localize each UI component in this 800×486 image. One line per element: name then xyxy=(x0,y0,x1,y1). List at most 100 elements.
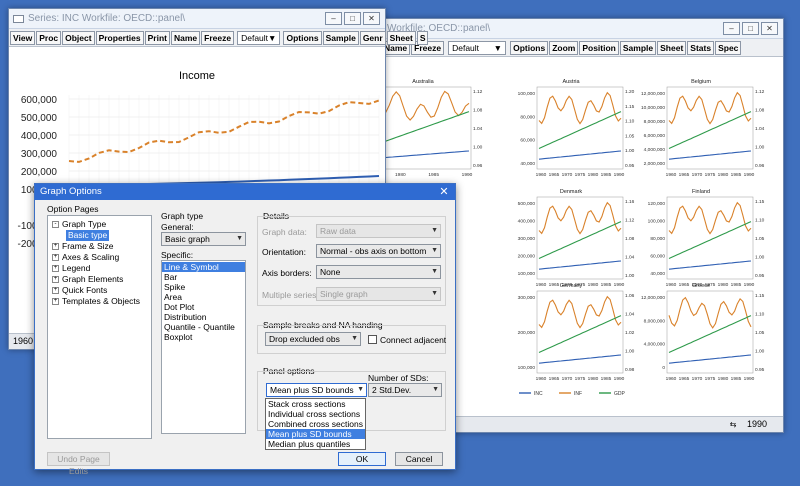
sample-breaks-select[interactable]: Drop excluded obs ▼ xyxy=(265,332,361,346)
specific-item[interactable]: Bar xyxy=(164,272,178,282)
x-tick-label: 1990 xyxy=(744,282,755,288)
multiple-series-select[interactable]: Single graph ▼ xyxy=(316,287,441,301)
panel-frame xyxy=(536,86,624,170)
close-button[interactable]: ✕ xyxy=(363,12,380,25)
toolbar-sheet-button[interactable]: Sheet xyxy=(386,30,416,45)
specific-item[interactable]: Spike xyxy=(164,282,186,292)
ok-button[interactable]: OK xyxy=(338,452,386,466)
freeze-style-select[interactable]: Default ▼ xyxy=(448,40,507,55)
toolbar-properties-button[interactable]: Properties xyxy=(95,30,144,45)
workfile-titlebar[interactable]: Workfile: OECD::panel\ – □ ✕ xyxy=(369,19,783,39)
right-tick-label: 1.16 xyxy=(625,199,635,205)
graph-data-select[interactable]: Raw data ▼ xyxy=(316,224,441,238)
tree-node-templates-objects[interactable]: + Templates & Objects xyxy=(52,296,151,307)
specific-item[interactable]: Quantile - Quantile xyxy=(164,322,235,332)
toolbar-spec-button[interactable]: Spec xyxy=(715,40,742,55)
orientation-select[interactable]: Normal - obs axis on bottom ▼ xyxy=(316,244,441,258)
close-icon[interactable]: ✕ xyxy=(439,186,449,198)
toolbar-stats-button[interactable]: Stats xyxy=(687,40,715,55)
general-select[interactable]: Basic graph ▼ xyxy=(161,232,246,246)
x-tick-label: 1980 xyxy=(588,282,599,288)
y-tick-label: 300,000 xyxy=(21,149,58,160)
maximize-button[interactable]: □ xyxy=(344,12,361,25)
specific-item[interactable]: Line & Symbol xyxy=(162,262,245,272)
expand-icon[interactable]: + xyxy=(52,298,59,305)
freeze-style-select[interactable]: Default ▼ xyxy=(237,30,281,45)
left-tick-label: 100,000 xyxy=(518,365,536,371)
toolbar-sample-button[interactable]: Sample xyxy=(619,40,657,55)
tree-node-axes-scaling[interactable]: + Axes & Scaling xyxy=(52,252,151,263)
toolbar-zoom-button[interactable]: Zoom xyxy=(549,40,579,55)
graph-options-dialog[interactable]: Graph Options ✕ Option Pages - Graph Type… xyxy=(34,183,456,476)
series-toolbar: View Proc Object Properties Print Name F… xyxy=(9,29,429,47)
workfile-toolbar: Name Freeze Default ▼ Options Zoom Positi… xyxy=(369,39,783,57)
num-sds-select[interactable]: 2 Std.Dev. ▼ xyxy=(368,383,442,397)
series-titlebar[interactable]: Series: INC Workfile: OECD::panel\ – □ ✕ xyxy=(9,9,385,29)
panel-dropdown-option[interactable]: Combined cross sections xyxy=(268,419,363,429)
option-pages-tree[interactable]: - Graph Type Basic type + Frame & Size + Axes … xyxy=(47,215,152,439)
specific-item[interactable]: Distribution xyxy=(164,312,207,322)
close-button[interactable]: ✕ xyxy=(761,22,778,35)
toolbar-freeze-button[interactable]: Freeze xyxy=(201,30,235,45)
dialog-titlebar[interactable]: Graph Options ✕ xyxy=(35,184,455,200)
specific-list[interactable]: Line & Symbol Bar Spike Area Dot Plot Distrib… xyxy=(161,260,246,434)
toolbar-object-button[interactable]: Object xyxy=(62,30,95,45)
toolbar-sheet-button[interactable]: Sheet xyxy=(657,40,687,55)
cancel-button[interactable]: Cancel xyxy=(395,452,443,466)
toolbar-print-button[interactable]: Print xyxy=(144,30,170,45)
panel-dropdown-option[interactable]: Individual cross sections xyxy=(268,409,361,419)
expand-icon[interactable]: + xyxy=(52,287,59,294)
tree-node-graph-type[interactable]: - Graph Type xyxy=(52,219,151,230)
panel-dropdown-option[interactable]: Mean plus SD bounds xyxy=(266,429,365,439)
tree-node-quick-fonts[interactable]: + Quick Fonts xyxy=(52,285,151,296)
x-tick-label: 1970 xyxy=(562,282,573,288)
right-tick-label: 1.00 xyxy=(625,148,635,154)
collapse-icon[interactable]: - xyxy=(52,221,59,228)
toolbar-options-button[interactable]: Options xyxy=(510,40,549,55)
x-tick-label: 1985 xyxy=(731,376,742,382)
right-tick-label: 1.05 xyxy=(755,236,765,242)
minimize-button[interactable]: – xyxy=(723,22,740,35)
left-tick-label: 8,000,000 xyxy=(644,318,666,324)
specific-item[interactable]: Area xyxy=(164,292,182,302)
panel-options-dropdown[interactable]: Stack cross sections Individual cross sec… xyxy=(265,398,366,450)
specific-item[interactable]: Boxplot xyxy=(164,332,193,342)
x-tick-label: 1985 xyxy=(731,172,742,178)
toolbar-view-button[interactable]: View xyxy=(10,30,36,45)
scroll-arrows-icon[interactable]: ⇆ xyxy=(729,420,737,429)
expand-icon[interactable]: + xyxy=(52,276,59,283)
minimize-button[interactable]: – xyxy=(325,12,342,25)
expand-icon[interactable]: + xyxy=(52,265,59,272)
tree-node-frame-size[interactable]: + Frame & Size xyxy=(52,241,151,252)
x-tick-label: 1980 xyxy=(588,172,599,178)
tree-node-legend[interactable]: + Legend xyxy=(52,263,151,274)
panel-dropdown-option[interactable]: Stack cross sections xyxy=(268,399,346,409)
specific-item[interactable]: Dot Plot xyxy=(164,302,195,312)
undo-page-edits-button[interactable]: Undo Page Edits xyxy=(47,452,110,476)
toolbar-sample-button[interactable]: Sample xyxy=(322,30,359,45)
right-tick-label: 0.95 xyxy=(755,273,765,279)
toolbar-genr-button[interactable]: Genr xyxy=(359,30,386,45)
toolbar-options-button[interactable]: Options xyxy=(283,30,322,45)
graph-type-label: Graph type xyxy=(161,211,204,221)
x-tick-label: 1970 xyxy=(562,172,573,178)
expand-icon[interactable]: + xyxy=(52,254,59,261)
toolbar-s-button[interactable]: S xyxy=(416,30,429,45)
maximize-button[interactable]: □ xyxy=(742,22,759,35)
connect-adjacent-checkbox[interactable] xyxy=(368,335,377,344)
tree-node-basic-type[interactable]: Basic type xyxy=(52,230,151,241)
axis-borders-select[interactable]: None ▼ xyxy=(316,265,441,279)
tree-node-label: Legend xyxy=(62,263,91,273)
toolbar-proc-button[interactable]: Proc xyxy=(36,30,62,45)
left-tick-label: 40,000 xyxy=(520,161,535,167)
panel-graph-grid: Australia1.121.081.041.000.9619751980198… xyxy=(369,79,765,397)
expand-icon[interactable]: + xyxy=(52,243,59,250)
tree-node-graph-elements[interactable]: + Graph Elements xyxy=(52,274,151,285)
toolbar-position-button[interactable]: Position xyxy=(579,40,619,55)
panel-dropdown-option[interactable]: Median plus quantiles xyxy=(268,439,351,449)
left-tick-label: 100,000 xyxy=(518,271,536,277)
panel-title: Germany xyxy=(560,283,583,289)
toolbar-name-button[interactable]: Name xyxy=(171,30,201,45)
x-tick-label: 1965 xyxy=(549,282,560,288)
panel-options-select[interactable]: Mean plus SD bounds ▼ xyxy=(266,383,367,397)
